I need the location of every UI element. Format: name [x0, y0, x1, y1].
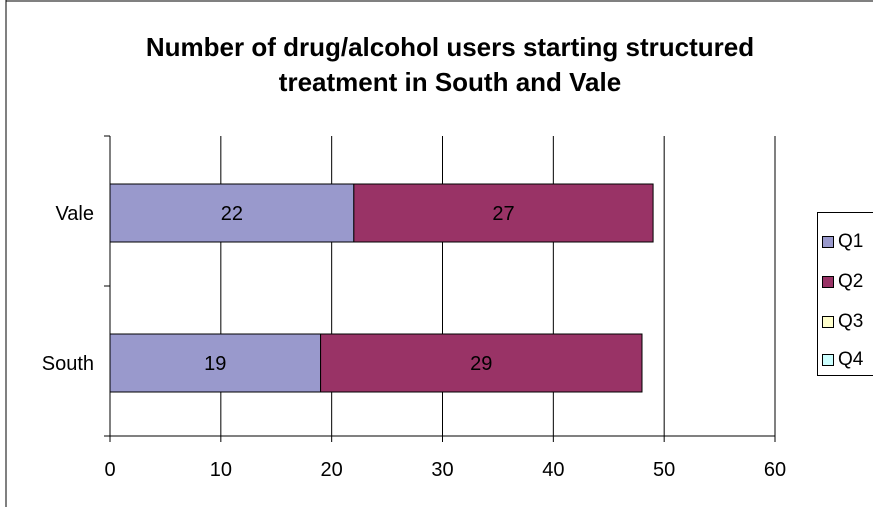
- bar-data-label: 22: [221, 203, 243, 225]
- chart-title-line-1: Number of drug/alcohol users starting st…: [145, 32, 755, 62]
- bar-q2: [353, 183, 654, 243]
- chart-title: Number of drug/alcohol users starting st…: [60, 30, 840, 100]
- legend-swatch-q1: [822, 236, 834, 248]
- legend-swatch-q4: [822, 354, 834, 366]
- legend-item-q4: Q4: [822, 345, 863, 375]
- chart-title-line-2: treatment in South and Vale: [278, 67, 622, 97]
- bar-data-label: 29: [470, 353, 492, 375]
- bar-q1: [109, 183, 355, 243]
- legend-swatch-q3: [822, 316, 834, 328]
- x-tick-label: 60: [764, 459, 786, 481]
- legend-item-q2: Q2: [822, 267, 863, 297]
- x-tick-label: 40: [542, 459, 564, 481]
- legend: Q1 Q2 Q3 Q4: [817, 212, 873, 376]
- x-tick-label: 50: [653, 459, 675, 481]
- x-tick-label: 0: [104, 459, 115, 481]
- y-category-label: South: [42, 353, 94, 375]
- legend-item-q1: Q1: [822, 227, 863, 257]
- legend-label-q3: Q3: [838, 311, 864, 332]
- y-category-label: Vale: [55, 203, 94, 225]
- bar-data-label: 27: [492, 203, 514, 225]
- x-tick-label: 30: [431, 459, 453, 481]
- x-tick-label: 10: [210, 459, 232, 481]
- x-tick-label: 20: [321, 459, 343, 481]
- legend-label-q1: Q1: [838, 231, 864, 252]
- legend-label-q2: Q2: [838, 271, 864, 292]
- bar-q2: [320, 333, 643, 393]
- legend-swatch-q2: [822, 276, 834, 288]
- bar-data-label: 19: [204, 353, 226, 375]
- bar-q1: [109, 333, 322, 393]
- legend-label-q4: Q4: [838, 349, 864, 370]
- legend-item-q3: Q3: [822, 307, 863, 337]
